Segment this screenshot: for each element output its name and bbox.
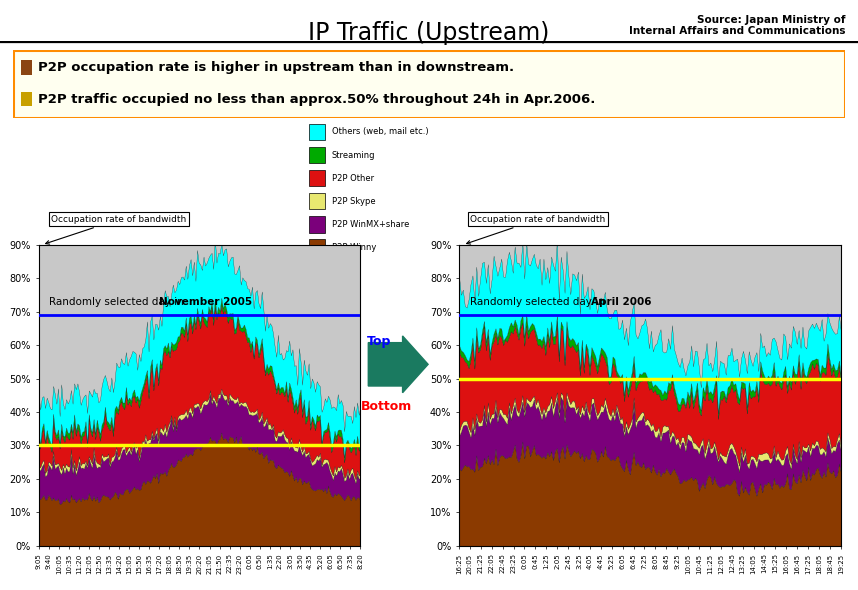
Text: P2P Winny: P2P Winny bbox=[331, 243, 376, 252]
Text: IP Traffic (Upstream): IP Traffic (Upstream) bbox=[308, 21, 550, 45]
Text: Streaming: Streaming bbox=[331, 150, 375, 160]
Bar bbox=[310, 217, 325, 232]
Bar bbox=[21, 91, 32, 106]
Bar bbox=[310, 240, 325, 255]
Bar bbox=[310, 147, 325, 163]
FancyBboxPatch shape bbox=[13, 50, 845, 118]
Text: P2P occupation rate is higher in upstream than in downstream.: P2P occupation rate is higher in upstrea… bbox=[38, 61, 514, 74]
Text: Bottom: Bottom bbox=[361, 400, 413, 413]
Text: Top: Top bbox=[367, 335, 391, 348]
Text: P2P Skype: P2P Skype bbox=[331, 197, 375, 206]
Bar bbox=[310, 124, 325, 140]
Text: P2P WinMX+share: P2P WinMX+share bbox=[331, 220, 409, 229]
Bar bbox=[21, 60, 32, 74]
Text: Occupation rate of bandwidth: Occupation rate of bandwidth bbox=[45, 215, 187, 244]
Text: Occupation rate of bandwidth: Occupation rate of bandwidth bbox=[467, 215, 606, 244]
Text: P2P Other: P2P Other bbox=[331, 173, 374, 183]
Bar bbox=[310, 194, 325, 209]
FancyArrow shape bbox=[368, 336, 428, 393]
Bar bbox=[310, 170, 325, 186]
Text: Others (web, mail etc.): Others (web, mail etc.) bbox=[331, 127, 428, 136]
Text: Source: Japan Ministry of
Internal Affairs and Communications: Source: Japan Ministry of Internal Affai… bbox=[629, 15, 845, 37]
Text: P2P traffic occupied no less than approx.50% throughout 24h in Apr.2006.: P2P traffic occupied no less than approx… bbox=[38, 93, 595, 106]
